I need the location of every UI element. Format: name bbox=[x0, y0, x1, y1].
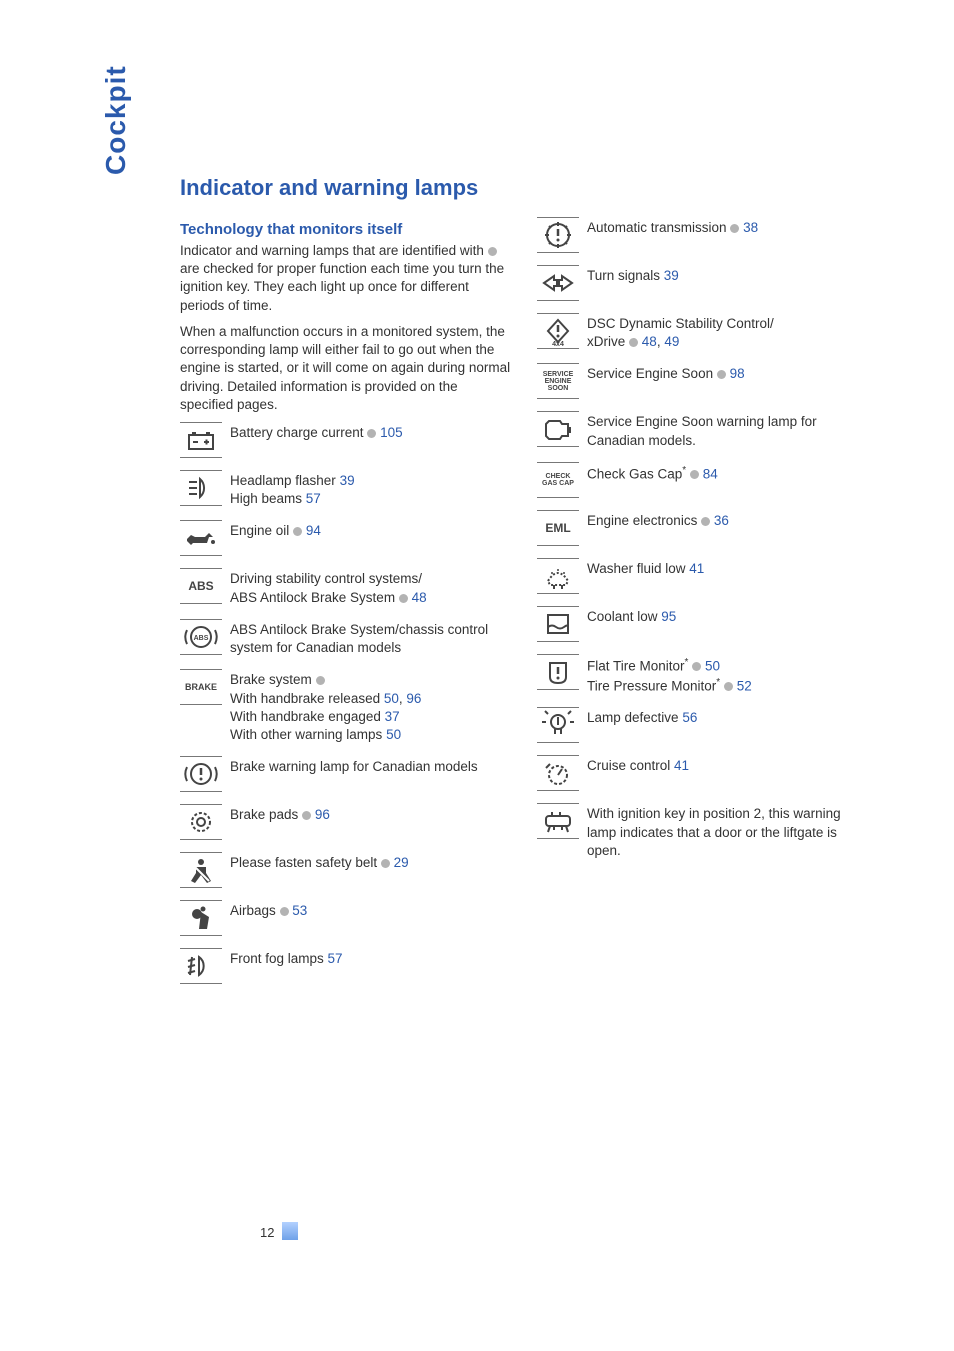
indicator-text: Lamp defective 56 bbox=[587, 707, 697, 727]
indicator-item-right-9: Flat Tire Monitor* 50Tire Pressure Monit… bbox=[537, 654, 870, 695]
indicator-text: Flat Tire Monitor* 50Tire Pressure Monit… bbox=[587, 654, 752, 695]
indicator-text: Service Engine Soon 98 bbox=[587, 363, 745, 383]
indicator-text: Check Gas Cap* 84 bbox=[587, 462, 718, 484]
indicator-item-right-0: Automatic transmission 38 bbox=[537, 217, 870, 253]
dsc-icon: 4x4 bbox=[537, 313, 579, 349]
airbag-icon bbox=[180, 900, 222, 936]
intro-text-b: are checked for proper function each tim… bbox=[180, 261, 504, 312]
indicator-text: Battery charge current 105 bbox=[230, 422, 403, 442]
brake-icon: BRAKE bbox=[180, 669, 222, 705]
turn-icon bbox=[537, 265, 579, 301]
indicator-text: Cruise control 41 bbox=[587, 755, 689, 775]
left-column: Battery charge current 105 Headlamp flash… bbox=[180, 422, 513, 984]
indicator-item-left-2: Engine oil 94 bbox=[180, 520, 513, 556]
abs-circle-icon: ABS bbox=[180, 619, 222, 655]
indicator-item-left-9: Airbags 53 bbox=[180, 900, 513, 936]
coolant-icon bbox=[537, 606, 579, 642]
indicator-text: Coolant low 95 bbox=[587, 606, 676, 626]
indicator-item-right-5: CHECKGAS CAP Check Gas Cap* 84 bbox=[537, 462, 870, 498]
intro-para-2: When a malfunction occurs in a monitored… bbox=[180, 323, 513, 414]
indicator-item-right-2: 4x4 DSC Dynamic Stability Control/xDrive … bbox=[537, 313, 870, 351]
indicator-item-left-7: Brake pads 96 bbox=[180, 804, 513, 840]
svg-text:4x4: 4x4 bbox=[552, 341, 564, 346]
brakepads-icon bbox=[180, 804, 222, 840]
battery-icon bbox=[180, 422, 222, 458]
washer-icon bbox=[537, 558, 579, 594]
indicator-item-right-1: Turn signals 39 bbox=[537, 265, 870, 301]
indicator-item-left-1: Headlamp flasher 39High beams 57 bbox=[180, 470, 513, 508]
gear-excl-icon bbox=[537, 217, 579, 253]
indicator-item-left-6: Brake warning lamp for Canadian models bbox=[180, 756, 513, 792]
right-column: Automatic transmission 38 Turn signals 39… bbox=[537, 217, 870, 860]
indicator-text: Engine electronics 36 bbox=[587, 510, 729, 530]
circle-excl-icon bbox=[180, 756, 222, 792]
indicator-text: ABS Antilock Brake System/chassis contro… bbox=[230, 619, 513, 657]
indicator-text: Brake system With handbrake released 50,… bbox=[230, 669, 421, 744]
indicator-text: Headlamp flasher 39High beams 57 bbox=[230, 470, 355, 508]
indicator-item-left-5: BRAKEBrake system With handbrake release… bbox=[180, 669, 513, 744]
indicator-item-right-10: Lamp defective 56 bbox=[537, 707, 870, 743]
indicator-text: Airbags 53 bbox=[230, 900, 307, 920]
door-icon bbox=[537, 803, 579, 839]
section-tab: Cockpit bbox=[100, 65, 132, 175]
indicator-item-left-4: ABS ABS Antilock Brake System/chassis con… bbox=[180, 619, 513, 657]
intro-para-1: Indicator and warning lamps that are ide… bbox=[180, 242, 513, 315]
cruise-icon bbox=[537, 755, 579, 791]
indicator-item-left-8: Please fasten safety belt 29 bbox=[180, 852, 513, 888]
intro-text-a: Indicator and warning lamps that are ide… bbox=[180, 243, 488, 258]
indicator-item-right-12: With ignition key in position 2, this wa… bbox=[537, 803, 870, 860]
indicator-text: Automatic transmission 38 bbox=[587, 217, 758, 237]
page-number: 12 bbox=[260, 1225, 274, 1240]
indicator-text: Service Engine Soon warning lamp for Can… bbox=[587, 411, 870, 449]
foglamp-icon bbox=[180, 948, 222, 984]
indicator-item-right-11: Cruise control 41 bbox=[537, 755, 870, 791]
section-subtitle: Technology that monitors itself bbox=[180, 221, 513, 238]
flattire-icon bbox=[537, 654, 579, 690]
status-dot-icon bbox=[488, 247, 497, 256]
svg-text:ABS: ABS bbox=[194, 635, 209, 642]
page-marker bbox=[282, 1222, 298, 1240]
seatbelt-icon bbox=[180, 852, 222, 888]
indicator-text: Engine oil 94 bbox=[230, 520, 321, 540]
indicator-text: Driving stability control systems/ABS An… bbox=[230, 568, 427, 606]
indicator-text: Please fasten safety belt 29 bbox=[230, 852, 409, 872]
lamp-icon bbox=[537, 707, 579, 743]
indicator-item-right-6: EML Engine electronics 36 bbox=[537, 510, 870, 546]
indicator-item-right-3: SERVICEENGINESOON Service Engine Soon 98 bbox=[537, 363, 870, 399]
indicator-item-right-7: Washer fluid low 41 bbox=[537, 558, 870, 594]
indicator-item-left-10: Front fog lamps 57 bbox=[180, 948, 513, 984]
eml-icon: EML bbox=[537, 510, 579, 546]
abs-icon: ABS bbox=[180, 568, 222, 604]
indicator-text: With ignition key in position 2, this wa… bbox=[587, 803, 870, 860]
indicator-text: DSC Dynamic Stability Control/xDrive 48,… bbox=[587, 313, 774, 351]
page-title: Indicator and warning lamps bbox=[180, 175, 870, 201]
ses-icon: SERVICEENGINESOON bbox=[537, 363, 579, 399]
indicator-item-left-3: ABSDriving stability control systems/ABS… bbox=[180, 568, 513, 606]
ses-can-icon bbox=[537, 411, 579, 447]
page-content: Indicator and warning lamps Technology t… bbox=[180, 175, 870, 996]
indicator-text: Washer fluid low 41 bbox=[587, 558, 704, 578]
indicator-text: Turn signals 39 bbox=[587, 265, 679, 285]
gascap-icon: CHECKGAS CAP bbox=[537, 462, 579, 498]
indicator-text: Brake warning lamp for Canadian models bbox=[230, 756, 478, 776]
indicator-text: Brake pads 96 bbox=[230, 804, 330, 824]
oil-icon bbox=[180, 520, 222, 556]
indicator-item-right-4: Service Engine Soon warning lamp for Can… bbox=[537, 411, 870, 449]
indicator-text: Front fog lamps 57 bbox=[230, 948, 343, 968]
indicator-item-right-8: Coolant low 95 bbox=[537, 606, 870, 642]
headlamp-icon bbox=[180, 470, 222, 506]
indicator-item-left-0: Battery charge current 105 bbox=[180, 422, 513, 458]
